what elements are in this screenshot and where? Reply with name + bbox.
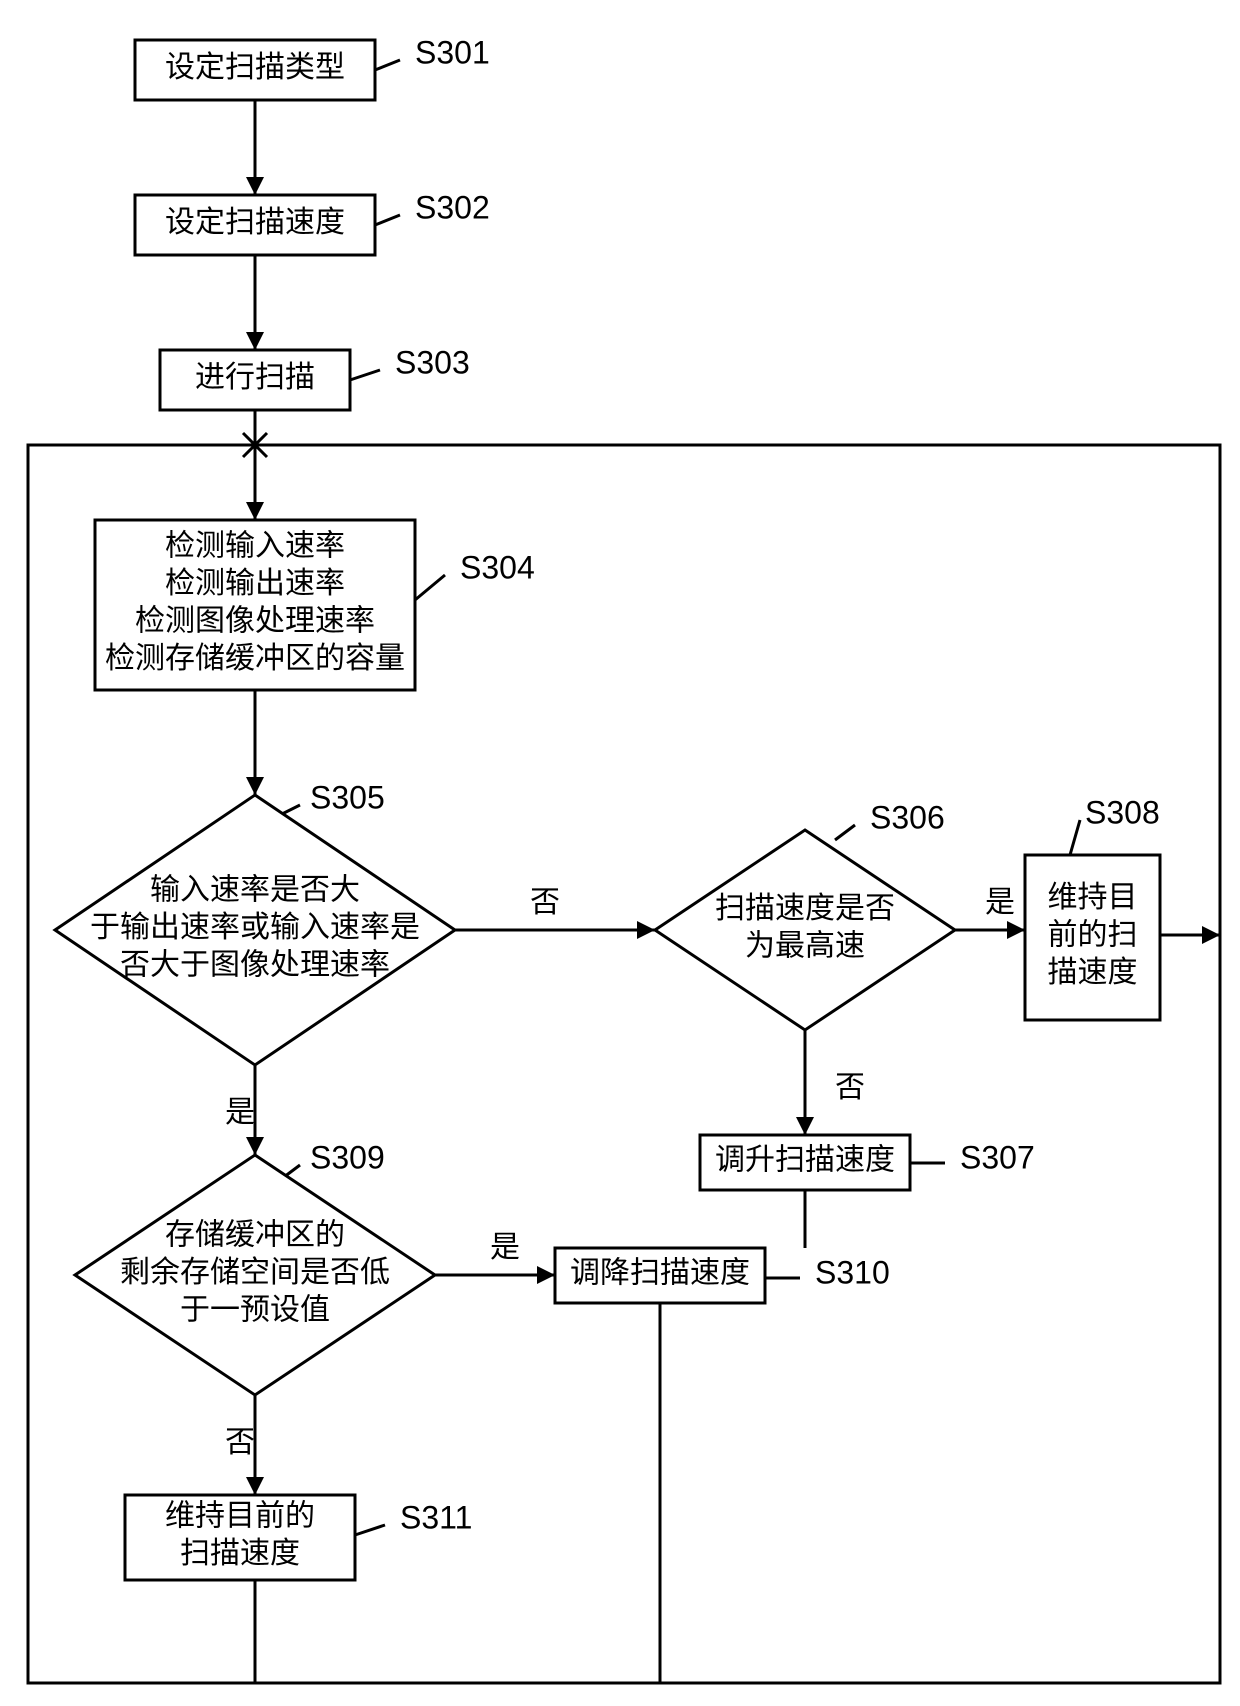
edge-label: 是 [490, 1231, 520, 1264]
edge-label: 否 [835, 1071, 865, 1104]
step-label-s303: S303 [395, 344, 470, 380]
label-leader [1070, 820, 1080, 855]
edge-label: 否 [225, 1426, 255, 1459]
node-text: 维持目前的 [165, 1500, 315, 1533]
node-text: 调降扫描速度 [570, 1256, 750, 1289]
node-text: 检测输出速率 [165, 567, 345, 600]
node-text: 于输出速率或输入速率是 [90, 911, 420, 944]
label-leader [835, 825, 855, 840]
node-text: 于一预设值 [180, 1293, 330, 1326]
node-text: 前的扫 [1048, 918, 1138, 951]
node-text: 否大于图像处理速率 [120, 948, 390, 981]
step-label-s307: S307 [960, 1139, 1035, 1175]
step-label-s306: S306 [870, 799, 945, 835]
step-label-s310: S310 [815, 1254, 890, 1290]
edge-label: 是 [225, 1096, 255, 1129]
node-text: 设定扫描速度 [165, 206, 345, 239]
step-label-s304: S304 [460, 549, 535, 585]
node-text: 调升扫描速度 [715, 1143, 895, 1176]
node-text: 维持目 [1048, 881, 1138, 914]
node-text: 存储缓冲区的 [165, 1218, 345, 1251]
edge-label: 否 [530, 886, 560, 919]
edge-label: 是 [985, 886, 1015, 919]
step-label-s305: S305 [310, 779, 385, 815]
node-text: 设定扫描类型 [165, 51, 345, 84]
node-text: 扫描速度是否 [715, 892, 895, 925]
node-text: 扫描速度 [180, 1537, 300, 1570]
label-leader [350, 370, 380, 380]
step-label-s301: S301 [415, 34, 490, 70]
node-text: 检测存储缓冲区的容量 [105, 642, 405, 675]
node-text: 描速度 [1048, 956, 1138, 989]
node-text: 进行扫描 [195, 361, 315, 394]
node-text: 检测输入速率 [165, 530, 345, 563]
label-leader [375, 60, 400, 70]
node-text: 检测图像处理速率 [135, 605, 375, 638]
label-leader [375, 215, 400, 225]
step-label-s308: S308 [1085, 794, 1160, 830]
node-text: 剩余存储空间是否低 [120, 1256, 390, 1289]
step-label-s311: S311 [400, 1499, 472, 1535]
node-text: 为最高速 [745, 930, 865, 963]
label-leader [355, 1525, 385, 1535]
step-label-s309: S309 [310, 1139, 385, 1175]
step-label-s302: S302 [415, 189, 490, 225]
label-leader [415, 575, 445, 600]
node-text: 输入速率是否大 [150, 873, 360, 906]
